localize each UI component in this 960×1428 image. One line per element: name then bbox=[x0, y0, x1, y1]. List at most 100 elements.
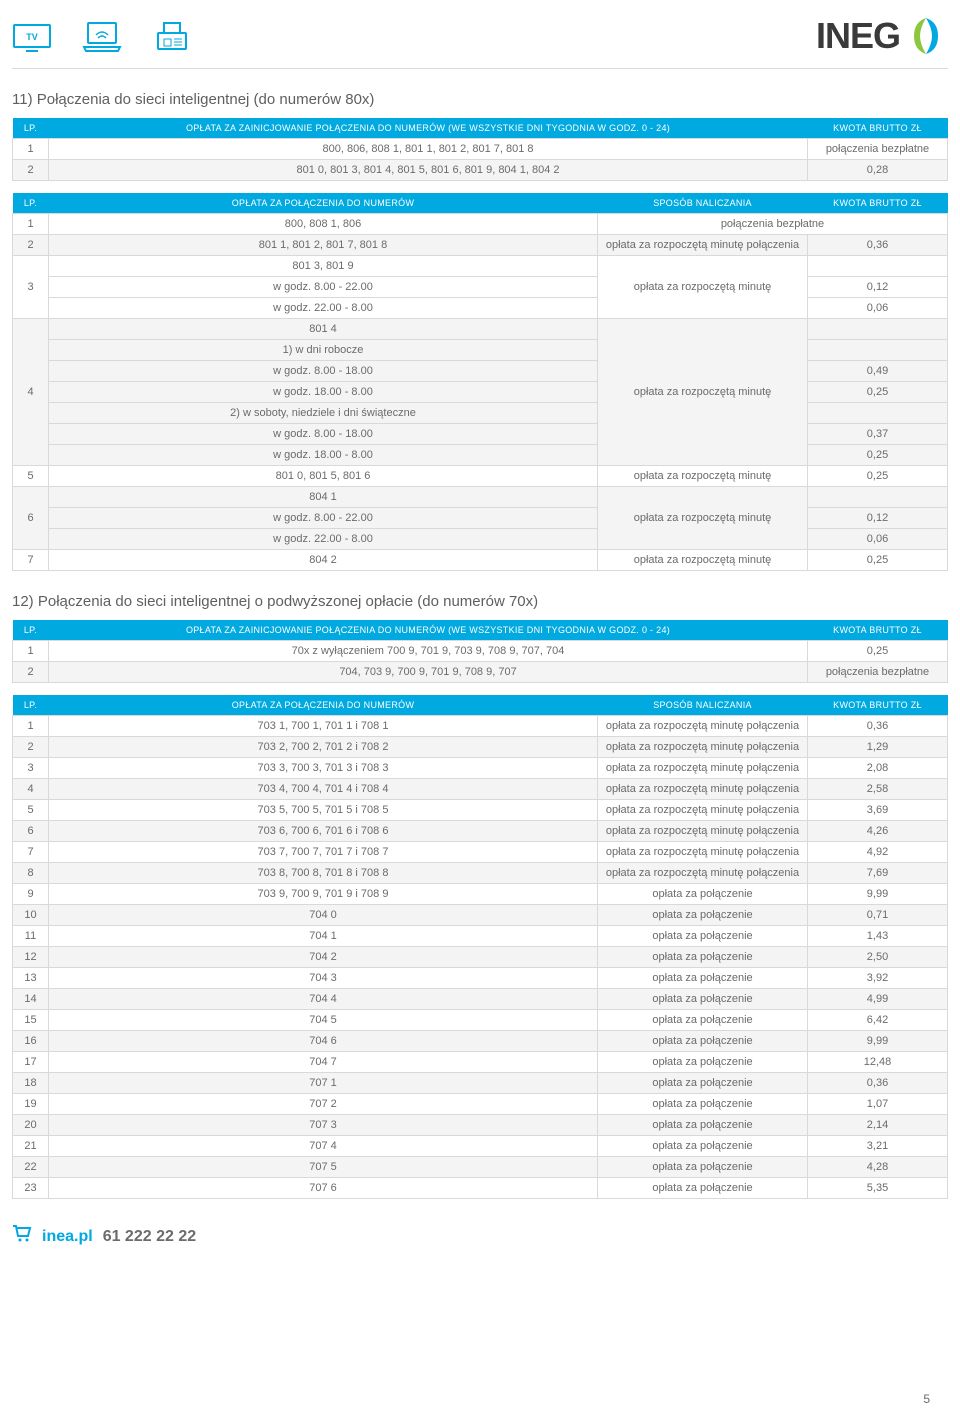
cell-kwota: 9,99 bbox=[808, 884, 948, 905]
table-row: 14704 4opłata za połączenie4,99 bbox=[13, 989, 948, 1010]
cell-lp: 23 bbox=[13, 1178, 49, 1199]
cell-kwota: 0,12 bbox=[808, 277, 948, 298]
section-11-title: 11) Połączenia do sieci inteligentnej (d… bbox=[12, 91, 948, 108]
cell-kwota: 0,12 bbox=[808, 508, 948, 529]
table-row: 2) w soboty, niedziele i dni świąteczne bbox=[13, 403, 948, 424]
cell-lp: 11 bbox=[13, 926, 49, 947]
header-icons: TV bbox=[12, 19, 192, 53]
laptop-icon bbox=[80, 19, 124, 53]
table-12b: LP. OPŁATA ZA POŁĄCZENIA DO NUMERÓW SPOS… bbox=[12, 695, 948, 1199]
cell-sposob: opłata za połączenie bbox=[598, 947, 808, 968]
cell-lp: 15 bbox=[13, 1010, 49, 1031]
tv-icon: TV bbox=[12, 19, 52, 53]
cell-sposob: opłata za połączenie bbox=[598, 1073, 808, 1094]
table-row: 6703 6, 700 6, 701 6 i 708 6opłata za ro… bbox=[13, 821, 948, 842]
cell-kwota: 0,36 bbox=[808, 235, 948, 256]
cell-kwota: 3,92 bbox=[808, 968, 948, 989]
cell-desc: 703 3, 700 3, 701 3 i 708 3 bbox=[49, 758, 598, 779]
table-row: 17704 7opłata za połączenie12,48 bbox=[13, 1052, 948, 1073]
cell-lp: 2 bbox=[13, 160, 49, 181]
cell-lp: 1 bbox=[13, 139, 49, 160]
cell-kwota: 0,71 bbox=[808, 905, 948, 926]
cell-sposob: opłata za połączenie bbox=[598, 968, 808, 989]
cell-lp: 4 bbox=[13, 319, 49, 466]
cell-lp: 21 bbox=[13, 1136, 49, 1157]
cell-desc: 703 2, 700 2, 701 2 i 708 2 bbox=[49, 737, 598, 758]
cell-desc: 800, 806, 808 1, 801 1, 801 2, 801 7, 80… bbox=[49, 139, 808, 160]
cell-desc: 707 4 bbox=[49, 1136, 598, 1157]
th-desc: OPŁATA ZA POŁĄCZENIA DO NUMERÓW bbox=[49, 193, 598, 214]
cell-sposob: opłata za rozpoczętą minutę połączenia bbox=[598, 737, 808, 758]
logo-mark-icon bbox=[904, 14, 948, 58]
cell-desc: 703 1, 700 1, 701 1 i 708 1 bbox=[49, 716, 598, 737]
cell-sposob: opłata za połączenie bbox=[598, 1178, 808, 1199]
cell-lp: 20 bbox=[13, 1115, 49, 1136]
footer-url[interactable]: inea.pl bbox=[42, 1228, 93, 1246]
table-row: 1 800, 808 1, 806 połączenia bezpłatne bbox=[13, 214, 948, 235]
table-row: 18707 1opłata za połączenie0,36 bbox=[13, 1073, 948, 1094]
cell-kwota: 12,48 bbox=[808, 1052, 948, 1073]
cell-desc: 703 4, 700 4, 701 4 i 708 4 bbox=[49, 779, 598, 800]
table-row: 3 801 3, 801 9 opłata za rozpoczętą minu… bbox=[13, 256, 948, 277]
cell-desc: 704 2 bbox=[49, 947, 598, 968]
footer-phone: 61 222 22 22 bbox=[103, 1228, 196, 1246]
cell-desc: w godz. 8.00 - 18.00 bbox=[49, 361, 598, 382]
cell-lp: 1 bbox=[13, 716, 49, 737]
cell-lp: 2 bbox=[13, 235, 49, 256]
cell-lp: 14 bbox=[13, 989, 49, 1010]
cell-kwota: 0,06 bbox=[808, 529, 948, 550]
cell-sposob: opłata za rozpoczętą minutę połączenia bbox=[598, 863, 808, 884]
cell-desc: 801 3, 801 9 bbox=[49, 256, 598, 277]
cell-lp: 5 bbox=[13, 800, 49, 821]
th-kwota: KWOTA BRUTTO ZŁ bbox=[808, 193, 948, 214]
cell-kwota bbox=[808, 256, 948, 277]
cell-kwota: 2,58 bbox=[808, 779, 948, 800]
table-row: w godz. 18.00 - 8.00 0,25 bbox=[13, 445, 948, 466]
cell-lp: 1 bbox=[13, 214, 49, 235]
table-row: 11704 1opłata za połączenie1,43 bbox=[13, 926, 948, 947]
cell-sposob: opłata za rozpoczętą minutę połączenia bbox=[598, 758, 808, 779]
cell-desc: 704 7 bbox=[49, 1052, 598, 1073]
cell-kwota: połączenia bezpłatne bbox=[808, 139, 948, 160]
cell-desc: w godz. 8.00 - 22.00 bbox=[49, 277, 598, 298]
cell-sposob: opłata za połączenie bbox=[598, 1052, 808, 1073]
cell-desc: w godz. 22.00 - 8.00 bbox=[49, 298, 598, 319]
cell-kwota: 0,36 bbox=[808, 716, 948, 737]
cell-kwota: 0,25 bbox=[808, 641, 948, 662]
page-footer: inea.pl 61 222 22 22 bbox=[12, 1225, 948, 1248]
cell-kwota: 0,06 bbox=[808, 298, 948, 319]
cell-desc: 801 4 bbox=[49, 319, 598, 340]
table-row: w godz. 18.00 - 8.00 0,25 bbox=[13, 382, 948, 403]
table-row: w godz. 8.00 - 18.00 0,37 bbox=[13, 424, 948, 445]
cell-sposob: opłata za rozpoczętą minutę bbox=[598, 256, 808, 319]
cell-desc: 70x z wyłączeniem 700 9, 701 9, 703 9, 7… bbox=[49, 641, 808, 662]
table-row: 2801 0, 801 3, 801 4, 801 5, 801 6, 801 … bbox=[13, 160, 948, 181]
cell-desc: 707 1 bbox=[49, 1073, 598, 1094]
cell-kwota bbox=[808, 340, 948, 361]
th-lp: LP. bbox=[13, 695, 49, 716]
th-lp: LP. bbox=[13, 620, 49, 641]
cell-kwota: 7,69 bbox=[808, 863, 948, 884]
table-row: 8703 8, 700 8, 701 8 i 708 8opłata za ro… bbox=[13, 863, 948, 884]
cell-sposob: opłata za połączenie bbox=[598, 1010, 808, 1031]
cell-sposob: opłata za połączenie bbox=[598, 905, 808, 926]
cell-kwota: 1,29 bbox=[808, 737, 948, 758]
page-number: 5 bbox=[923, 1392, 930, 1406]
cell-kwota: 0,25 bbox=[808, 445, 948, 466]
cell-sposob: opłata za połączenie bbox=[598, 989, 808, 1010]
table-12a: LP. OPŁATA ZA ZAINICJOWANIE POŁĄCZENIA D… bbox=[12, 620, 948, 683]
table-row: 1800, 806, 808 1, 801 1, 801 2, 801 7, 8… bbox=[13, 139, 948, 160]
table-row: 4 801 4 opłata za rozpoczętą minutę bbox=[13, 319, 948, 340]
table-row: 12704 2opłata za połączenie2,50 bbox=[13, 947, 948, 968]
cell-desc: 801 0, 801 3, 801 4, 801 5, 801 6, 801 9… bbox=[49, 160, 808, 181]
table-11a: LP. OPŁATA ZA ZAINICJOWANIE POŁĄCZENIA D… bbox=[12, 118, 948, 181]
table-row: 9703 9, 700 9, 701 9 i 708 9opłata za po… bbox=[13, 884, 948, 905]
cell-lp: 18 bbox=[13, 1073, 49, 1094]
cell-sposob: opłata za połączenie bbox=[598, 926, 808, 947]
cell-sposob: opłata za rozpoczętą minutę połączenia bbox=[598, 800, 808, 821]
table-row: 2 801 1, 801 2, 801 7, 801 8 opłata za r… bbox=[13, 235, 948, 256]
page-header: TV INEG bbox=[12, 0, 948, 69]
table-row: 4703 4, 700 4, 701 4 i 708 4opłata za ro… bbox=[13, 779, 948, 800]
th-lp: LP. bbox=[13, 193, 49, 214]
cell-lp: 19 bbox=[13, 1094, 49, 1115]
